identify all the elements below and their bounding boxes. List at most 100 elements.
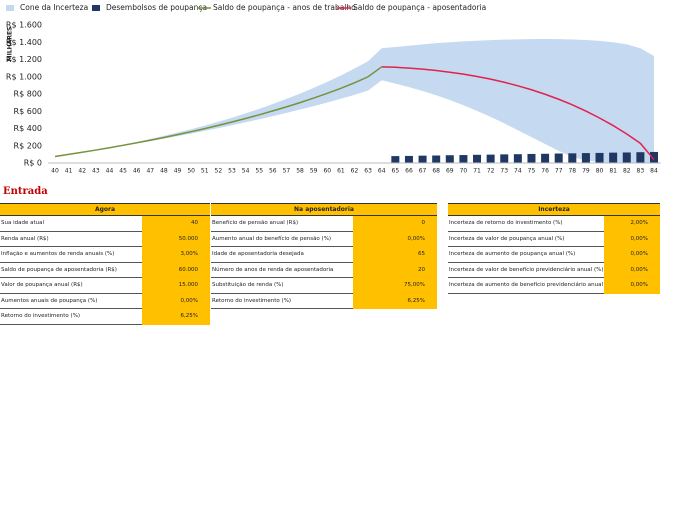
input-label: Número de anos de renda de aposentadoria xyxy=(211,263,354,278)
input-row: Retorno do investimento (%) 6,25% xyxy=(0,309,210,325)
bar xyxy=(404,155,413,163)
x-tick-label: 42 xyxy=(78,168,86,175)
input-value: 6,25% xyxy=(142,309,210,325)
group-header: Agora xyxy=(0,203,210,216)
input-group: Incerteza Incerteza de retorno do investi… xyxy=(448,203,660,294)
input-group: Agora Sua idade atual 40 Renda anual (R$) 50… xyxy=(0,203,210,325)
x-tick-label: 48 xyxy=(160,168,168,175)
legend-label: Cone da Incerteza xyxy=(20,3,88,12)
group-header: Na aposentadoria xyxy=(211,203,437,216)
input-row: Inflação e aumentos de renda anuais (%) 3… xyxy=(0,247,210,263)
input-row: Aumentos anuais de poupança (%) 0,00% xyxy=(0,293,210,309)
bar xyxy=(513,154,522,163)
x-tick-label: 72 xyxy=(487,168,495,175)
x-tick-label: 69 xyxy=(446,168,454,175)
x-tick-label: 45 xyxy=(119,168,127,175)
input-value: 0 xyxy=(353,216,437,232)
x-tick-label: 57 xyxy=(283,168,291,175)
input-value: 3,00% xyxy=(142,247,210,263)
bar xyxy=(636,152,645,163)
y-tick-label: R$ 1.200 xyxy=(6,55,42,64)
bar xyxy=(554,153,563,163)
input-value: 20 xyxy=(353,262,437,278)
y-tick-label: R$ 1.400 xyxy=(6,38,42,47)
x-tick-label: 83 xyxy=(637,168,645,175)
x-tick-label: 66 xyxy=(405,168,413,175)
x-tick-label: 74 xyxy=(514,168,522,175)
bar xyxy=(541,153,550,163)
x-tick-label: 60 xyxy=(323,168,331,175)
x-tick-label: 55 xyxy=(255,168,263,175)
input-label: Incerteza de aumento de poupança anual (… xyxy=(448,247,605,263)
x-tick-label: 75 xyxy=(528,168,536,175)
x-tick-label: 58 xyxy=(296,168,304,175)
input-row: Número de anos de renda de aposentadoria… xyxy=(211,262,437,278)
input-group: Na aposentadoria Benefício de pensão anua… xyxy=(211,203,437,309)
x-tick-label: 71 xyxy=(473,168,481,175)
legend-swatch xyxy=(92,5,100,11)
bar xyxy=(649,151,658,163)
input-value: 40 xyxy=(142,216,210,232)
x-tick-label: 54 xyxy=(242,168,250,175)
input-row: Substituição de renda (%) 75,00% xyxy=(211,278,437,294)
input-row: Incerteza de aumento de poupança anual (… xyxy=(448,247,660,263)
input-row: Benefício de pensão anual (R$) 0 xyxy=(211,216,437,232)
legend-swatch xyxy=(6,5,14,11)
input-label: Renda anual (R$) xyxy=(0,232,143,247)
input-value: 2,00% xyxy=(604,216,660,232)
bar xyxy=(391,156,400,163)
input-row: Aumento anual do benefício de pensão (%)… xyxy=(211,231,437,247)
x-tick-label: 68 xyxy=(432,168,440,175)
input-row: Incerteza de valor de poupança anual (%)… xyxy=(448,231,660,247)
input-label: Incerteza de valor de poupança anual (%) xyxy=(448,232,605,247)
x-tick-label: 78 xyxy=(568,168,576,175)
input-value: 65 xyxy=(353,247,437,263)
y-tick-label: R$ 800 xyxy=(14,90,42,99)
section-title: Entrada xyxy=(3,186,48,197)
x-tick-label: 77 xyxy=(555,168,563,175)
x-tick-label: 43 xyxy=(92,168,100,175)
input-label: Aumentos anuais de poupança (%) xyxy=(0,294,143,309)
x-tick-label: 61 xyxy=(337,168,345,175)
bar xyxy=(595,152,604,163)
bar xyxy=(609,152,618,163)
x-tick-label: 63 xyxy=(364,168,372,175)
bar xyxy=(486,154,495,163)
input-value: 50.000 xyxy=(142,231,210,247)
legend-label: Desembolsos de poupança xyxy=(106,3,207,12)
x-tick-label: 82 xyxy=(623,168,631,175)
x-tick-label: 41 xyxy=(65,168,73,175)
uncertainty-cone xyxy=(55,39,654,164)
input-row: Incerteza de valor de benefício previden… xyxy=(448,262,660,278)
input-value: 6,25% xyxy=(353,293,437,309)
y-tick-label: R$ 0 xyxy=(24,159,42,168)
input-value: 0,00% xyxy=(604,231,660,247)
bar xyxy=(459,155,468,163)
input-label: Benefício de pensão anual (R$) xyxy=(211,216,354,232)
input-row: Valor de poupança anual (R$) 15.000 xyxy=(0,278,210,294)
input-label: Sua idade atual xyxy=(0,216,143,232)
y-axis-label: MILHARES xyxy=(7,27,14,62)
legend-label: Saldo de poupança - anos de trabalho xyxy=(213,3,356,12)
input-value: 60.000 xyxy=(142,262,210,278)
bar xyxy=(418,155,427,163)
bar xyxy=(622,152,631,163)
x-tick-label: 79 xyxy=(582,168,590,175)
x-tick-label: 80 xyxy=(596,168,604,175)
x-tick-label: 81 xyxy=(609,168,617,175)
x-tick-label: 70 xyxy=(460,168,468,175)
input-value: 75,00% xyxy=(353,278,437,294)
x-tick-label: 47 xyxy=(146,168,154,175)
input-value: 0,00% xyxy=(353,231,437,247)
x-tick-label: 76 xyxy=(541,168,549,175)
input-label: Valor de poupança anual (R$) xyxy=(0,278,143,294)
input-row: Saldo de poupança de aposentadoria (R$) 6… xyxy=(0,262,210,278)
x-tick-label: 50 xyxy=(187,168,195,175)
line xyxy=(381,66,655,161)
bar xyxy=(445,155,454,163)
input-label: Saldo de poupança de aposentadoria (R$) xyxy=(0,263,143,278)
input-row: Sua idade atual 40 xyxy=(0,216,210,232)
input-row: Renda anual (R$) 50.000 xyxy=(0,231,210,247)
x-tick-label: 73 xyxy=(500,168,508,175)
